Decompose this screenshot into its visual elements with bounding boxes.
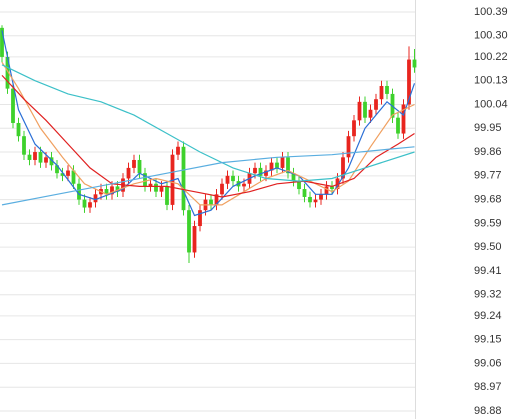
candle-body xyxy=(115,186,120,192)
y-tick-label: 99.32 xyxy=(474,289,502,301)
y-tick-label: 100.30 xyxy=(474,30,508,42)
candle-body xyxy=(335,178,340,190)
candle-body xyxy=(159,186,164,192)
candle-body xyxy=(137,159,142,174)
candle-body xyxy=(363,101,367,118)
candle-body xyxy=(44,157,48,163)
candle-body xyxy=(110,186,114,195)
y-tick-label: 99.86 xyxy=(474,146,502,158)
candle-body xyxy=(143,173,147,187)
candle-body xyxy=(165,186,169,205)
candle-body xyxy=(330,186,334,190)
y-tick-label: 100.39 xyxy=(474,6,508,18)
candle-body xyxy=(396,117,400,134)
y-tick-label: 99.95 xyxy=(474,122,502,134)
candle-body xyxy=(368,109,373,118)
candle-body xyxy=(231,175,235,182)
candle-body xyxy=(352,120,356,137)
candle-body xyxy=(379,85,384,100)
candle-body xyxy=(22,136,26,155)
candle-body xyxy=(104,189,109,195)
y-tick-label: 98.97 xyxy=(474,381,502,393)
y-tick-label: 99.15 xyxy=(474,334,502,346)
y-tick-label: 100.22 xyxy=(474,51,508,63)
candle-body xyxy=(346,136,351,158)
y-tick-label: 100.04 xyxy=(474,98,508,110)
candle-body xyxy=(297,181,301,190)
candle-body xyxy=(82,199,87,208)
y-tick-label: 98.88 xyxy=(474,405,502,417)
y-tick-label: 100.13 xyxy=(474,75,508,87)
candle-body xyxy=(319,194,323,200)
candle-body xyxy=(220,183,224,195)
candle-body xyxy=(148,183,153,187)
candle-body xyxy=(291,173,296,182)
y-tick-label: 99.50 xyxy=(474,241,502,253)
candle-body xyxy=(33,152,37,160)
candle-body xyxy=(308,196,312,203)
y-tick-label: 99.59 xyxy=(474,217,502,229)
candle-body xyxy=(55,165,59,174)
candle-body xyxy=(66,170,70,176)
candle-body xyxy=(154,183,158,192)
moving-average-line xyxy=(1,74,415,198)
candle-body xyxy=(407,59,411,105)
candle-body xyxy=(126,167,131,179)
candle-body xyxy=(60,173,65,176)
candle-body xyxy=(225,175,230,184)
candle-body xyxy=(253,167,257,174)
candle-body xyxy=(280,157,285,168)
candle-body xyxy=(302,189,307,197)
y-tick-label: 99.77 xyxy=(474,170,502,182)
candle-body xyxy=(93,194,98,203)
moving-average-line xyxy=(1,146,415,206)
candle-body xyxy=(385,85,389,94)
candle-body xyxy=(286,157,290,174)
candle-body xyxy=(214,194,219,205)
candle-body xyxy=(187,210,191,253)
candle-body xyxy=(357,101,362,121)
candle-body xyxy=(374,99,378,110)
moving-average-line xyxy=(1,61,415,206)
candle-body xyxy=(324,186,329,195)
candle-body xyxy=(0,27,4,57)
moving-average-line xyxy=(1,64,415,182)
candle-body xyxy=(258,167,263,176)
candle-body xyxy=(5,56,10,89)
y-tick-label: 99.41 xyxy=(474,265,502,277)
moving-average-line xyxy=(1,30,416,217)
candle-body xyxy=(88,202,92,208)
candle-body xyxy=(192,226,197,253)
candle-body xyxy=(181,146,186,211)
candle-body xyxy=(264,170,268,176)
candle-body xyxy=(16,122,21,137)
candle-body xyxy=(412,59,417,68)
candle-body xyxy=(11,88,15,123)
candle-body xyxy=(242,183,246,187)
y-tick-label: 99.06 xyxy=(474,357,502,369)
candle-body xyxy=(198,210,202,227)
candle-body xyxy=(209,199,213,205)
candle-body xyxy=(71,170,76,184)
candle-body xyxy=(77,183,81,200)
candle-body xyxy=(313,199,318,203)
candle-body xyxy=(27,154,32,160)
candle-body xyxy=(275,162,279,168)
candle-body xyxy=(132,159,136,168)
candle-body xyxy=(38,152,43,163)
y-tick-label: 99.68 xyxy=(474,194,502,206)
candle-body xyxy=(269,162,274,171)
y-tick-label: 99.24 xyxy=(474,310,502,322)
candle-body xyxy=(49,157,54,166)
candle-body xyxy=(401,104,406,134)
candle-body xyxy=(176,146,180,155)
candle-body xyxy=(341,157,345,179)
